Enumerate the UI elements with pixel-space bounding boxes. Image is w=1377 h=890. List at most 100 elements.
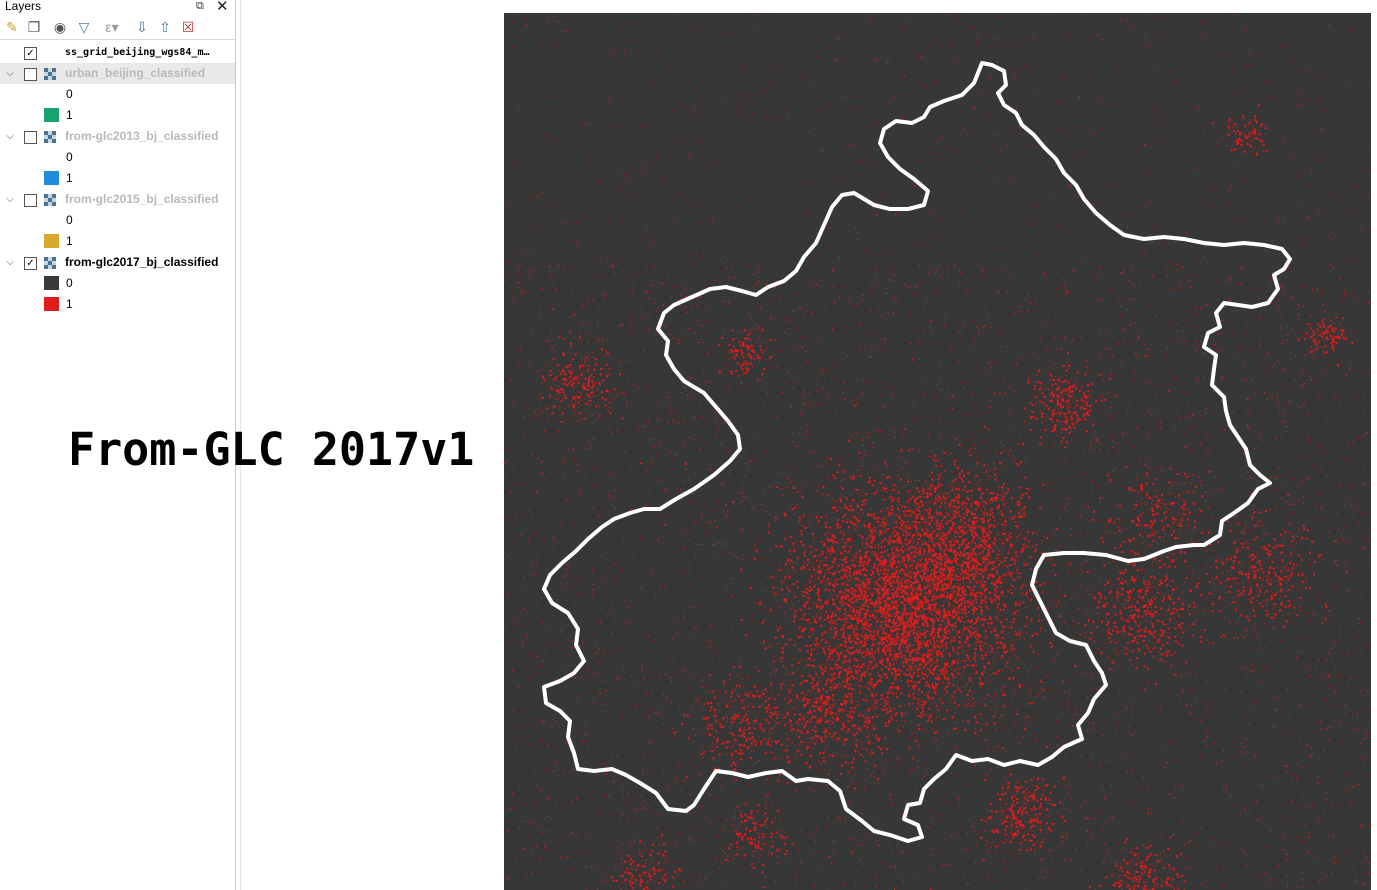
urban-pixel — [816, 637, 819, 640]
urban-pixel — [1034, 550, 1037, 553]
urban-pixel — [958, 674, 960, 676]
urban-pixel — [891, 682, 894, 685]
urban-pixel — [922, 623, 924, 625]
urban-pixel — [925, 701, 927, 704]
layer-row-glc2015[interactable]: ⌵ from-glc2015_bj_classified — [0, 189, 235, 210]
layer-visibility-checkbox[interactable] — [24, 194, 37, 207]
urban-pixel — [934, 656, 936, 658]
chevron-down-icon[interactable]: ⌵ — [6, 68, 14, 79]
chevron-down-icon[interactable]: ⌵ — [6, 257, 14, 268]
expand-all-icon[interactable]: ⇩ — [136, 19, 148, 35]
urban-pixel — [850, 605, 853, 608]
urban-pixel — [899, 592, 901, 594]
urban-pixel — [828, 645, 831, 648]
open-layer-styling-icon[interactable]: ✎ — [6, 19, 18, 35]
urban-pixel — [864, 554, 866, 556]
filter-legend-icon[interactable]: ▽ — [78, 19, 90, 35]
remove-layer-icon[interactable]: ☒ — [181, 19, 195, 35]
urban-pixel — [973, 612, 975, 615]
urban-pixel — [1056, 549, 1058, 551]
urban-pixel — [867, 622, 869, 624]
collapse-all-icon[interactable]: ⇧ — [159, 19, 171, 35]
urban-pixel — [942, 635, 944, 637]
urban-pixel — [939, 669, 942, 672]
urban-pixel — [775, 519, 777, 521]
urban-pixel — [906, 516, 908, 518]
urban-pixel — [887, 611, 889, 613]
urban-pixel — [858, 560, 860, 562]
layer-visibility-checkbox[interactable] — [24, 68, 37, 81]
layer-visibility-checkbox[interactable] — [24, 131, 37, 144]
urban-pixel — [938, 571, 941, 574]
urban-pixel — [1003, 605, 1006, 608]
layer-visibility-checkbox[interactable]: ✓ — [24, 47, 37, 60]
urban-pixel — [971, 568, 974, 571]
map-canvas[interactable] — [504, 13, 1371, 890]
urban-pixel — [1007, 506, 1009, 508]
urban-pixel — [780, 657, 783, 660]
urban-pixel — [914, 665, 917, 668]
chevron-down-icon[interactable]: ⌵ — [6, 131, 14, 142]
urban-pixel — [923, 551, 926, 553]
urban-pixel — [893, 682, 895, 684]
panel-splitter[interactable] — [240, 0, 241, 890]
urban-pixel — [965, 645, 967, 647]
urban-pixel — [913, 672, 916, 675]
urban-pixel — [883, 586, 885, 589]
urban-pixel — [883, 612, 886, 615]
layer-row-glc2017[interactable]: ⌵ ✓ from-glc2017_bj_classified — [0, 252, 235, 273]
urban-pixel — [912, 486, 914, 488]
urban-pixel — [843, 624, 845, 627]
urban-pixel — [977, 633, 979, 636]
urban-pixel — [909, 565, 912, 568]
urban-pixel — [890, 576, 893, 579]
urban-pixel — [971, 633, 974, 636]
urban-pixel — [847, 638, 850, 641]
layer-row-glc2013[interactable]: ⌵ from-glc2013_bj_classified — [0, 126, 235, 147]
urban-pixel — [793, 644, 796, 647]
urban-pixel — [901, 572, 903, 574]
urban-pixel — [888, 538, 891, 541]
add-group-icon[interactable]: ❐ — [27, 19, 41, 35]
layer-visibility-checkbox[interactable]: ✓ — [24, 257, 37, 270]
float-icon[interactable]: ⧉ — [196, 0, 204, 12]
urban-pixel — [931, 655, 933, 656]
manage-map-themes-icon[interactable]: ◉ — [53, 19, 67, 35]
urban-pixel — [963, 596, 966, 599]
chevron-down-icon[interactable]: ⌵ — [6, 194, 14, 205]
urban-pixel — [869, 649, 871, 651]
urban-pixel — [855, 670, 858, 673]
urban-pixel — [903, 646, 905, 648]
urban-pixel — [805, 644, 807, 645]
urban-pixel — [891, 676, 893, 678]
urban-pixel — [855, 561, 857, 563]
close-icon[interactable]: ✕ — [216, 0, 229, 15]
urban-pixel — [871, 598, 872, 600]
urban-pixel — [855, 628, 858, 631]
urban-pixel — [892, 671, 894, 673]
urban-pixel — [903, 585, 906, 588]
urban-pixel — [900, 451, 902, 453]
urban-pixel — [1026, 538, 1028, 540]
filter-by-expression-icon[interactable]: ε▾ — [105, 19, 119, 35]
urban-pixel — [881, 524, 883, 526]
urban-pixel — [920, 539, 922, 541]
urban-pixel — [815, 516, 818, 519]
urban-pixel — [925, 583, 927, 585]
urban-pixel — [954, 597, 956, 599]
urban-pixel — [880, 580, 882, 582]
urban-pixel — [859, 590, 862, 593]
layer-row-urban-beijing[interactable]: ⌵ urban_beijing_classified — [0, 63, 235, 84]
urban-pixel — [996, 586, 999, 589]
urban-pixel — [854, 523, 857, 526]
urban-pixel — [827, 494, 830, 497]
urban-pixel — [956, 577, 958, 579]
urban-pixel — [913, 500, 916, 503]
urban-pixel — [908, 587, 910, 589]
urban-pixel — [916, 514, 919, 517]
urban-pixel — [984, 652, 986, 654]
layer-row-grid[interactable]: ✓ ss_grid_beijing_wgs84_m… — [0, 42, 235, 63]
urban-pixel — [753, 557, 756, 560]
urban-pixel — [966, 683, 968, 685]
urban-pixel — [899, 504, 901, 505]
